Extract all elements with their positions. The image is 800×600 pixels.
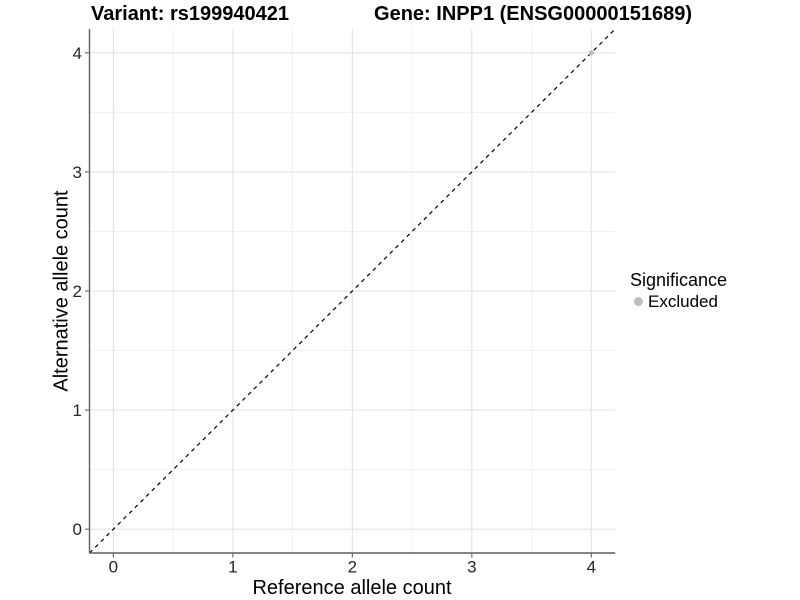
x-tick-label: 1 xyxy=(228,558,237,577)
x-tick-label: 0 xyxy=(109,558,118,577)
x-tick-label: 3 xyxy=(467,558,476,577)
y-tick-label: 0 xyxy=(73,520,82,539)
identity-line xyxy=(89,28,616,554)
y-axis-title: Alternative allele count xyxy=(50,190,73,392)
legend-item-excluded: Excluded xyxy=(630,291,727,312)
x-tick-label: 2 xyxy=(348,558,357,577)
x-axis-title: Reference allele count xyxy=(252,577,452,599)
y-tick-label: 3 xyxy=(73,163,82,182)
y-tick-label: 4 xyxy=(73,44,82,63)
y-tick-label: 2 xyxy=(73,282,82,301)
excluded-point-icon xyxy=(634,297,643,306)
x-tick-label: 4 xyxy=(587,558,596,577)
data-point-excluded xyxy=(588,50,594,56)
legend-item-label: Excluded xyxy=(648,292,718,311)
legend: Significance Excluded xyxy=(630,269,727,312)
y-tick-label: 1 xyxy=(73,401,82,420)
gene-title: Gene: INPP1 (ENSG00000151689) xyxy=(374,3,692,25)
variant-title: Variant: rs199940421 xyxy=(91,3,289,25)
legend-title: Significance xyxy=(630,270,728,290)
